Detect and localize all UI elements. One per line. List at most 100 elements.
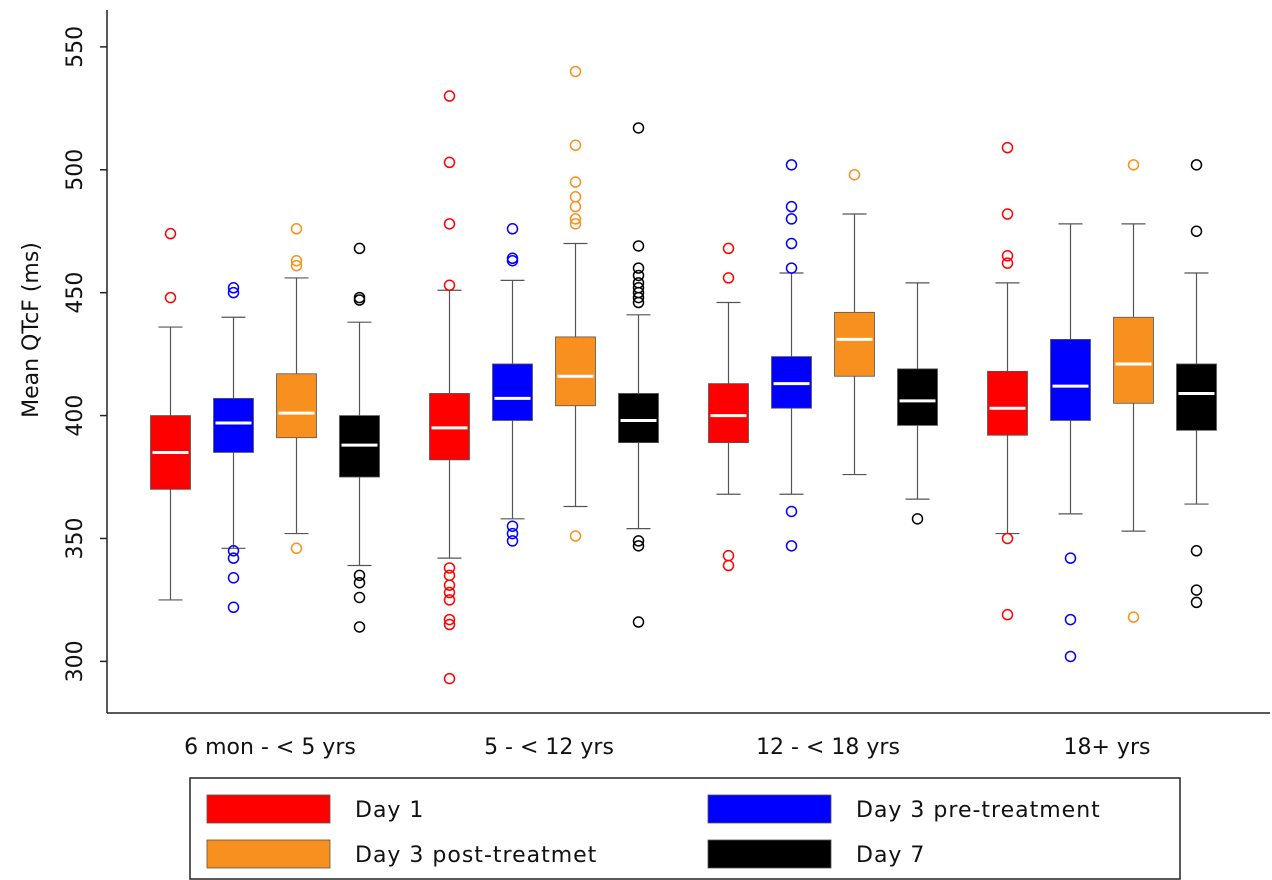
y-tick-label: 350 — [63, 517, 88, 559]
outlier — [506, 223, 519, 235]
outlier — [443, 594, 456, 606]
box — [276, 373, 317, 439]
outlier — [227, 572, 240, 584]
outlier — [227, 601, 240, 614]
outlier — [1001, 257, 1014, 269]
outlier — [1001, 250, 1014, 262]
outlier — [506, 535, 519, 547]
outlier — [785, 237, 798, 250]
y-axis-label: Mean QTcF (ms) — [19, 242, 44, 418]
outlier — [1001, 208, 1014, 220]
outlier — [443, 279, 456, 292]
outlier — [848, 168, 861, 181]
box — [1050, 338, 1091, 421]
legend-label: Day 1 — [355, 798, 424, 823]
outlier — [1190, 596, 1203, 609]
outlier — [164, 291, 177, 304]
outlier — [569, 176, 582, 188]
outlier — [353, 621, 366, 633]
outlier — [632, 262, 645, 274]
outlier — [785, 505, 798, 518]
outlier — [290, 542, 303, 555]
box — [897, 368, 938, 426]
box — [618, 393, 659, 444]
outlier — [227, 282, 240, 294]
box — [213, 397, 254, 453]
outlier — [506, 527, 519, 540]
outlier — [290, 254, 303, 267]
outlier — [1064, 613, 1077, 626]
outlier — [506, 254, 519, 267]
y-tick-label: 400 — [63, 395, 88, 437]
outlier — [353, 242, 366, 255]
outlier — [227, 552, 240, 564]
outlier — [1190, 159, 1203, 171]
x-tick-label: 6 mon - < 5 yrs — [184, 735, 356, 760]
outlier — [569, 65, 582, 78]
outlier — [227, 286, 240, 299]
box — [708, 383, 749, 444]
outlier — [443, 579, 456, 591]
outlier — [722, 272, 735, 284]
box — [492, 363, 533, 421]
y-tick-label: 300 — [63, 640, 88, 682]
legend-label: Day 7 — [856, 843, 925, 868]
outlier — [632, 122, 645, 134]
y-tick-label: 500 — [63, 149, 88, 191]
outlier — [353, 569, 366, 582]
outlier — [632, 269, 645, 282]
outlier — [353, 294, 366, 306]
outlier — [227, 545, 240, 557]
legend-swatch — [707, 839, 832, 869]
outlier — [1001, 141, 1014, 154]
outlier — [1190, 584, 1203, 596]
outlier — [785, 159, 798, 171]
legend-swatch — [206, 839, 331, 869]
outlier — [443, 569, 456, 582]
outlier — [632, 240, 645, 252]
outlier — [443, 156, 456, 169]
outlier — [722, 549, 735, 562]
outlier — [569, 218, 582, 230]
x-tick-label: 18+ yrs — [1064, 735, 1151, 760]
outlier — [353, 591, 366, 604]
outlier — [1190, 545, 1203, 557]
outlier — [632, 540, 645, 552]
legend-label: Day 3 post-treatmet — [355, 843, 597, 868]
box — [834, 311, 875, 377]
outlier — [569, 530, 582, 542]
outlier — [443, 613, 456, 626]
outlier — [1001, 532, 1014, 545]
outlier — [164, 227, 177, 240]
box — [1176, 363, 1217, 431]
outlier — [632, 296, 645, 309]
x-tick-label: 5 - < 12 yrs — [484, 735, 614, 760]
outlier — [1190, 225, 1203, 237]
box — [1113, 316, 1154, 404]
outlier — [1127, 159, 1140, 171]
outlier — [632, 535, 645, 547]
box — [555, 336, 596, 407]
outlier — [1001, 608, 1014, 621]
outlier — [506, 520, 519, 532]
outlier — [443, 562, 456, 574]
outlier — [785, 213, 798, 225]
outlier — [443, 672, 456, 685]
outlier — [443, 90, 456, 102]
outlier — [785, 262, 798, 274]
legend-swatch — [206, 794, 331, 824]
outlier — [569, 200, 582, 213]
outlier — [1127, 611, 1140, 623]
x-tick-label: 12 - < 18 yrs — [756, 735, 900, 760]
outlier — [290, 223, 303, 235]
outlier — [569, 213, 582, 225]
outlier — [632, 291, 645, 304]
y-tick-label: 550 — [63, 26, 88, 68]
outlier — [722, 242, 735, 255]
outlier — [443, 218, 456, 230]
legend — [189, 777, 1181, 880]
legend-label: Day 3 pre-treatment — [856, 798, 1101, 823]
outlier — [722, 559, 735, 572]
box — [987, 370, 1028, 436]
